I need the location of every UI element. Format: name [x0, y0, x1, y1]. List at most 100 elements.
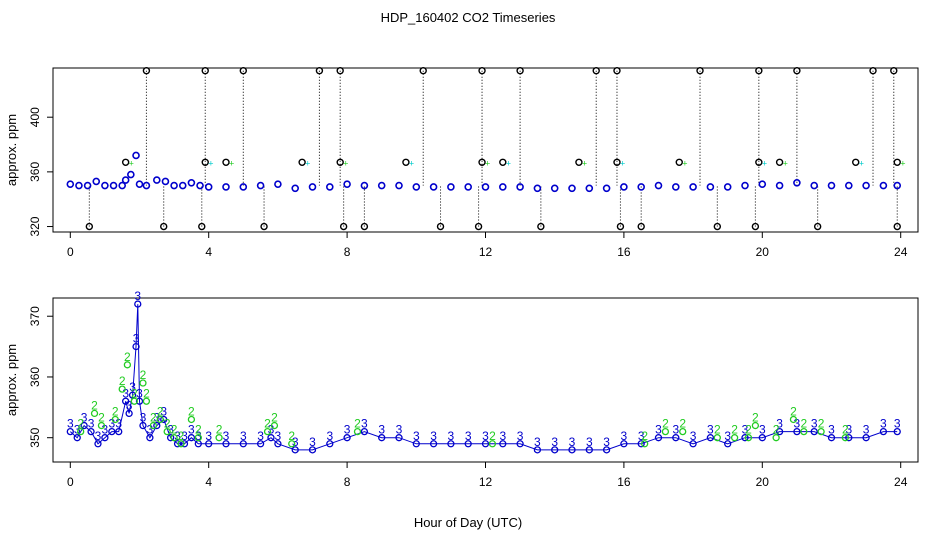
- data-marker-label: 3: [326, 429, 333, 443]
- data-marker-label: 3: [309, 435, 316, 449]
- data-point: [845, 434, 853, 442]
- outlier-low-point: [360, 222, 369, 231]
- data-point: [187, 434, 196, 442]
- data-marker-label: 2: [140, 368, 147, 382]
- x-tick-label: 20: [756, 245, 770, 259]
- outlier-high-point: [419, 67, 427, 75]
- data-point: [121, 176, 130, 184]
- data-point: [758, 180, 767, 188]
- data-point: [862, 434, 870, 442]
- data-point: [481, 440, 490, 448]
- data-point: [326, 440, 334, 448]
- data-marker-label: 2: [731, 423, 738, 437]
- data-point: [118, 385, 126, 393]
- outlier-low-point: [813, 222, 822, 231]
- outlier-low-point: [616, 222, 625, 231]
- outlier-mid-point: [675, 158, 683, 167]
- data-marker-label: 3: [894, 417, 901, 431]
- outlier-mid-point: [852, 158, 860, 167]
- data-point: [481, 183, 490, 191]
- data-marker-label: 3: [167, 423, 174, 437]
- data-point: [893, 181, 902, 190]
- outlier-mid-point: [402, 158, 410, 167]
- data-marker-label: 2: [752, 411, 759, 425]
- data-point: [395, 434, 403, 442]
- x-tick-label: 20: [756, 475, 770, 489]
- top-data-marks: + + + + + + + + + + + + + + +: [66, 67, 906, 231]
- data-marker-label: 3: [378, 423, 385, 437]
- data-point: [291, 184, 300, 193]
- data-point: [239, 183, 248, 191]
- data-point: [533, 184, 542, 193]
- data-marker-label: 3: [344, 423, 351, 437]
- outlier-low-point: [893, 222, 901, 231]
- data-point: [66, 180, 75, 188]
- outlier-low-point: [713, 222, 722, 231]
- data-marker-label: 2: [842, 423, 849, 437]
- data-point: [378, 434, 386, 442]
- data-point: [142, 181, 151, 190]
- data-point: [170, 181, 178, 190]
- outlier-mid-point: [222, 158, 230, 167]
- data-point: [196, 181, 204, 190]
- data-marker-label: 2: [818, 417, 825, 431]
- data-marker-label: 3: [448, 429, 455, 443]
- data-point: [194, 434, 202, 442]
- data-marker-label: 3: [153, 411, 160, 425]
- data-point: [550, 184, 559, 193]
- data-marker-label: 3: [126, 398, 133, 412]
- data-point: [215, 434, 223, 442]
- outlier-mid-mark: +: [682, 158, 687, 168]
- outlier-mid-mark: +: [620, 158, 625, 168]
- data-marker-label: 2: [164, 417, 171, 431]
- data-point: [741, 434, 749, 442]
- outlier-mid-mark: +: [343, 158, 348, 168]
- data-point: [101, 434, 109, 442]
- data-marker-label: 3: [181, 429, 188, 443]
- data-point: [153, 421, 161, 430]
- data-point: [177, 440, 185, 448]
- data-point: [130, 397, 138, 405]
- data-marker-label: 2: [143, 386, 150, 400]
- data-point: [256, 440, 265, 448]
- data-point: [308, 446, 317, 454]
- data-point: [730, 434, 739, 442]
- data-point: [620, 183, 628, 191]
- data-point: [288, 440, 296, 448]
- outlier-high-point: [315, 67, 324, 75]
- data-point: [204, 183, 213, 191]
- data-point: [412, 440, 420, 448]
- outlier-high-point: [696, 67, 704, 75]
- data-point: [178, 181, 187, 190]
- data-marker-label: 3: [621, 429, 628, 443]
- data-point: [111, 415, 119, 424]
- data-point: [125, 409, 133, 418]
- data-point: [270, 421, 279, 430]
- data-point: [533, 446, 542, 454]
- data-marker-label: 2: [790, 404, 797, 418]
- data-point: [679, 427, 687, 436]
- data-point: [123, 361, 132, 369]
- data-marker-label: 3: [430, 429, 437, 443]
- data-point: [139, 379, 147, 387]
- data-marker-label: 3: [638, 429, 645, 443]
- data-marker-label: 3: [122, 386, 129, 400]
- data-point: [139, 421, 147, 430]
- data-point: [775, 427, 784, 436]
- y-tick-label: 360: [28, 367, 42, 387]
- data-marker-label: 2: [662, 417, 669, 431]
- data-marker-label: 2: [264, 417, 271, 431]
- data-marker-label: 3: [133, 332, 140, 346]
- data-marker-label: 3: [102, 423, 109, 437]
- data-marker-label: 3: [188, 423, 195, 437]
- data-marker-label: 3: [81, 411, 88, 425]
- outlier-mid-point: [201, 158, 209, 167]
- data-point: [724, 440, 732, 448]
- data-marker-label: 2: [714, 423, 721, 437]
- bottom-y-axis-label: approx. ppm: [4, 344, 19, 416]
- data-point: [101, 181, 109, 190]
- data-point: [706, 434, 715, 442]
- data-point: [689, 183, 697, 191]
- data-marker-label: 2: [131, 386, 138, 400]
- data-point: [80, 421, 88, 430]
